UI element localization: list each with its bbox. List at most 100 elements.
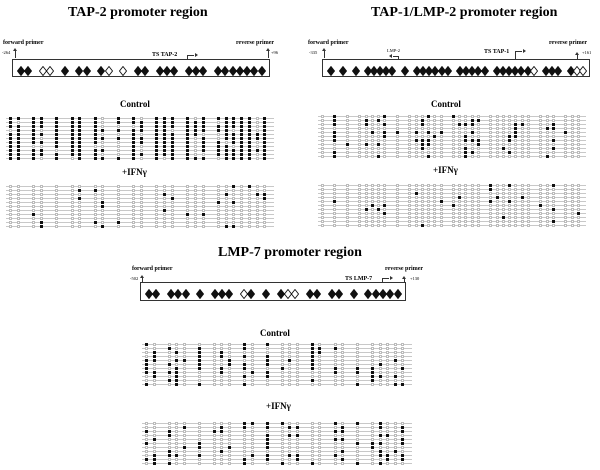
unmethylated-cpg-dot xyxy=(395,139,399,142)
methylated-cpg-dot xyxy=(70,129,74,132)
unmethylated-cpg-dot xyxy=(318,430,322,433)
methylated-cpg-dot xyxy=(224,153,228,156)
unmethylated-cpg-dot xyxy=(458,143,462,146)
unmethylated-cpg-dot xyxy=(501,151,505,154)
methylated-cpg-dot xyxy=(551,220,555,223)
methylated-cpg-dot xyxy=(255,193,259,196)
unmethylated-cpg-dot xyxy=(318,383,322,386)
unmethylated-cpg-dot xyxy=(201,201,205,204)
unmethylated-cpg-dot xyxy=(186,225,190,228)
methylated-cpg-dot xyxy=(247,145,251,148)
methylated-cpg-dot xyxy=(70,117,74,120)
unmethylated-cpg-dot xyxy=(132,197,136,200)
methylated-cpg-dot xyxy=(401,426,405,429)
unmethylated-cpg-dot xyxy=(280,438,284,441)
unmethylated-cpg-dot xyxy=(175,347,179,350)
unmethylated-cpg-dot xyxy=(182,454,186,457)
methylated-cpg-dot xyxy=(470,139,474,142)
methylated-cpg-dot xyxy=(333,371,337,374)
unmethylated-cpg-dot xyxy=(539,196,543,199)
filled-cpg-diamond-icon xyxy=(97,63,106,77)
unmethylated-cpg-dot xyxy=(182,438,186,441)
clone-line xyxy=(142,447,412,448)
methylated-cpg-dot xyxy=(224,137,228,140)
methylated-cpg-dot xyxy=(101,201,105,204)
methylated-cpg-dot xyxy=(427,139,431,142)
methylated-cpg-dot xyxy=(452,204,455,207)
methylated-cpg-dot xyxy=(70,133,74,136)
unmethylated-cpg-dot xyxy=(356,446,360,449)
unmethylated-cpg-dot xyxy=(526,188,530,191)
methylated-cpg-dot xyxy=(232,201,236,204)
unmethylated-cpg-dot xyxy=(371,359,375,362)
methylated-cpg-dot xyxy=(545,155,549,158)
methylated-cpg-dot xyxy=(16,137,20,140)
unmethylated-cpg-dot xyxy=(378,347,382,350)
unmethylated-cpg-dot xyxy=(395,184,399,187)
lmp7-reverse-position: +130 xyxy=(410,276,420,281)
unmethylated-cpg-dot xyxy=(255,201,259,204)
unmethylated-cpg-dot xyxy=(470,204,474,207)
unmethylated-cpg-dot xyxy=(514,212,518,215)
unmethylated-cpg-dot xyxy=(470,143,474,146)
filled-cpg-diamond-icon xyxy=(210,286,219,300)
methylated-cpg-dot xyxy=(217,141,221,144)
unmethylated-cpg-dot xyxy=(539,208,543,211)
unmethylated-cpg-dot xyxy=(439,212,443,215)
unmethylated-cpg-dot xyxy=(408,139,412,142)
unmethylated-cpg-dot xyxy=(243,371,247,374)
unmethylated-cpg-dot xyxy=(321,216,324,219)
unmethylated-cpg-dot xyxy=(520,155,524,158)
unmethylated-cpg-dot xyxy=(295,371,299,374)
methylated-cpg-dot xyxy=(240,121,244,124)
unmethylated-cpg-dot xyxy=(526,184,530,187)
unmethylated-cpg-dot xyxy=(464,131,468,134)
unmethylated-cpg-dot xyxy=(551,196,555,199)
unmethylated-cpg-dot xyxy=(383,196,387,199)
unmethylated-cpg-dot xyxy=(508,192,512,195)
unmethylated-cpg-dot xyxy=(55,221,59,224)
unmethylated-cpg-dot xyxy=(220,375,224,378)
methylated-cpg-dot xyxy=(145,363,148,366)
unmethylated-cpg-dot xyxy=(9,205,12,208)
unmethylated-cpg-dot xyxy=(489,224,493,227)
unmethylated-cpg-dot xyxy=(175,446,179,449)
methylated-cpg-dot xyxy=(201,145,205,148)
unmethylated-cpg-dot xyxy=(551,192,555,195)
unmethylated-cpg-dot xyxy=(452,119,455,122)
unmethylated-cpg-dot xyxy=(514,196,518,199)
unmethylated-cpg-dot xyxy=(420,127,424,130)
unmethylated-cpg-dot xyxy=(508,216,512,219)
unmethylated-cpg-dot xyxy=(489,139,493,142)
methylated-cpg-dot xyxy=(132,137,136,140)
methylated-cpg-dot xyxy=(145,367,148,370)
methylated-cpg-dot xyxy=(145,458,148,461)
unmethylated-cpg-dot xyxy=(395,147,399,150)
unmethylated-cpg-dot xyxy=(433,188,437,191)
unmethylated-cpg-dot xyxy=(420,200,424,203)
methylated-cpg-dot xyxy=(224,125,228,128)
methylated-cpg-dot xyxy=(243,367,247,370)
methylated-cpg-dot xyxy=(170,117,174,120)
unmethylated-cpg-dot xyxy=(93,217,97,220)
unmethylated-cpg-dot xyxy=(439,147,443,150)
unmethylated-cpg-dot xyxy=(526,131,530,134)
methylated-cpg-dot xyxy=(132,153,136,156)
methylated-cpg-dot xyxy=(333,135,337,138)
unmethylated-cpg-dot xyxy=(439,123,443,126)
unmethylated-cpg-dot xyxy=(414,143,418,146)
unmethylated-cpg-dot xyxy=(551,188,555,191)
methylated-cpg-dot xyxy=(93,141,97,144)
methylated-cpg-dot xyxy=(163,129,167,132)
methylated-cpg-dot xyxy=(182,446,186,449)
unmethylated-cpg-dot xyxy=(476,151,480,154)
unmethylated-cpg-dot xyxy=(508,188,512,191)
methylated-cpg-dot xyxy=(386,458,390,461)
unmethylated-cpg-dot xyxy=(152,383,156,386)
unmethylated-cpg-dot xyxy=(93,225,97,228)
clone-line xyxy=(142,372,412,373)
unmethylated-cpg-dot xyxy=(175,450,179,453)
unmethylated-cpg-dot xyxy=(32,145,36,148)
unmethylated-cpg-dot xyxy=(70,225,74,228)
unmethylated-cpg-dot xyxy=(295,367,299,370)
